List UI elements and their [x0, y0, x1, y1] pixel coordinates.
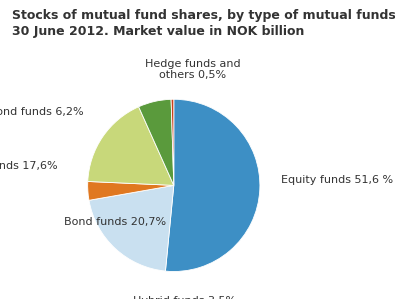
Text: Stocks of mutual fund shares, by type of mutual funds at
30 June 2012. Market va: Stocks of mutual fund shares, by type of… [12, 9, 395, 38]
Wedge shape [139, 99, 174, 185]
Text: Other bond funds 6,2%: Other bond funds 6,2% [0, 107, 83, 117]
Text: Hybrid funds 3,5%: Hybrid funds 3,5% [133, 296, 236, 299]
Wedge shape [171, 99, 174, 185]
Text: Bond funds 20,7%: Bond funds 20,7% [64, 216, 166, 227]
Wedge shape [89, 185, 174, 271]
Text: Equity funds 51,6 %: Equity funds 51,6 % [282, 175, 393, 185]
Text: Hedge funds and
others 0,5%: Hedge funds and others 0,5% [145, 59, 241, 80]
Wedge shape [88, 181, 174, 200]
Text: Money market funds 17,6%: Money market funds 17,6% [0, 161, 58, 171]
Wedge shape [166, 99, 260, 271]
Wedge shape [88, 107, 174, 185]
